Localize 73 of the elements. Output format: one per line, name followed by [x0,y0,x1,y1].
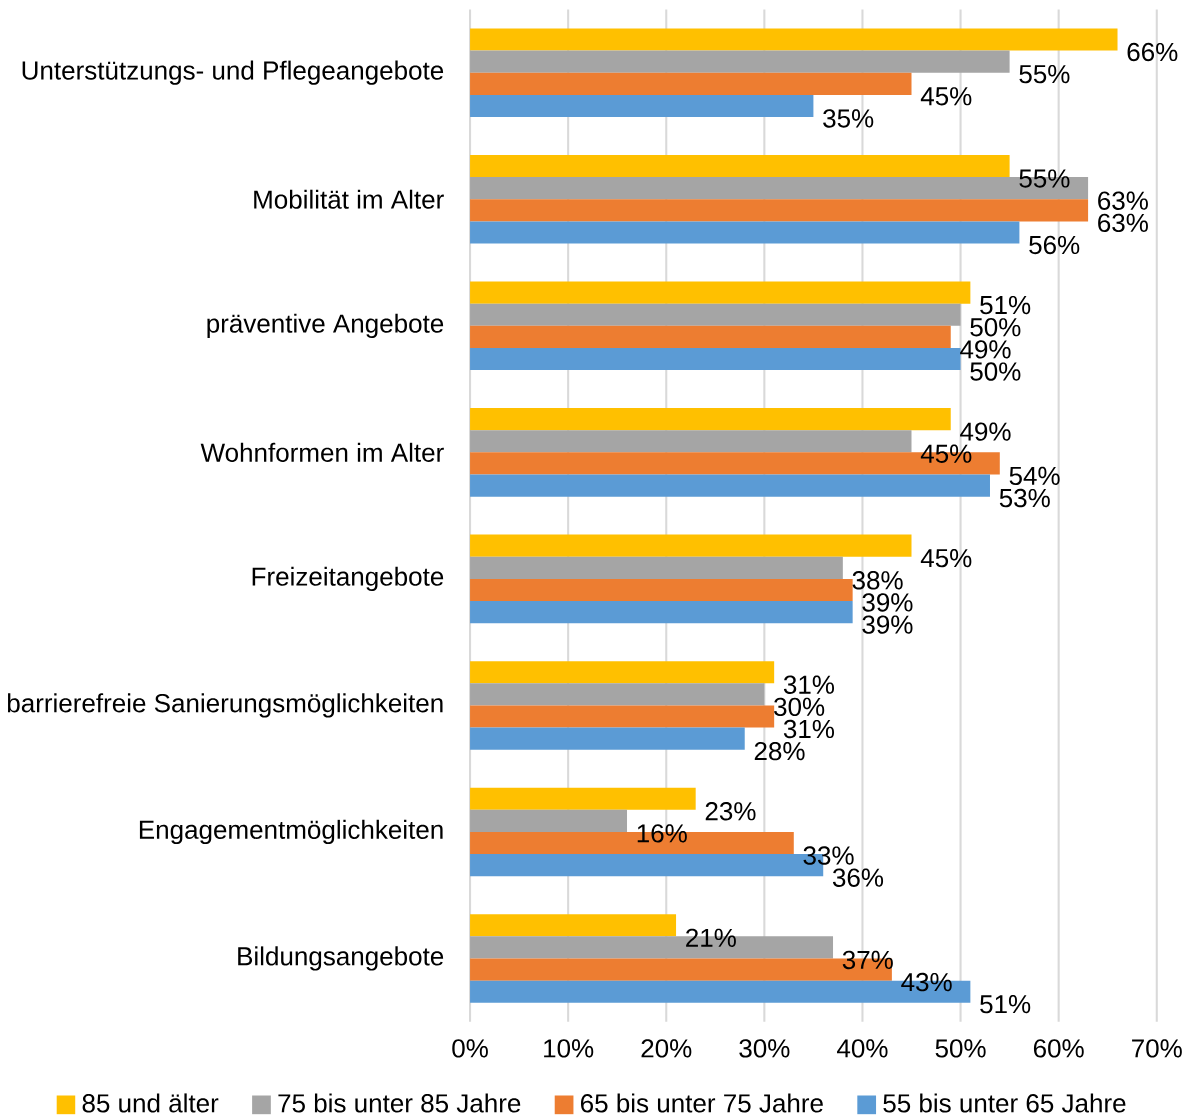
data-label: 33% [803,846,854,865]
bar [470,914,677,937]
y-tick-label: Bildungsangebote [238,946,444,971]
data-label: 55% [1019,169,1070,188]
x-tick-label: 60% [1033,1039,1084,1058]
data-label: 23% [705,802,756,821]
x-tick-label: 10% [544,1039,594,1058]
data-label: 31% [783,675,835,695]
bar [470,50,1010,73]
y-tick-label: barrierefreie Sanierungsmöglichkeiten [7,693,443,718]
bar [470,221,1020,244]
bar [470,281,971,304]
data-label: 35% [823,109,874,128]
y-tick-label: präventive Angebote [207,313,444,339]
data-label: 45% [920,87,972,106]
y-tick-label: Mobilität im Alter [254,189,444,209]
y-tick-label: Unterstützungs- und Pflegeangebote [22,60,444,85]
bar [470,727,745,750]
bar [470,155,1010,178]
data-label: 49% [960,422,1011,441]
data-label: 38% [852,571,903,590]
data-label: 50% [970,362,1021,381]
data-label: 51% [980,995,1031,1014]
bar [470,199,1089,222]
bar [470,72,912,96]
bar [470,303,961,326]
bar [470,809,628,833]
bar [470,683,765,706]
bar [470,28,1118,51]
bar [470,430,912,453]
data-label: 21% [686,928,736,948]
data-label: 28% [754,742,805,761]
y-tick-label: Freizeitangebote [252,566,444,592]
bar [470,705,775,728]
legend-label: 55 bis unter 65 Jahre [883,1093,1126,1113]
bar [470,601,853,624]
data-label: 55% [1019,65,1070,84]
bar [470,579,853,602]
x-tick-label: 50% [935,1039,986,1058]
data-label: 63% [1098,213,1148,233]
data-label: 36% [832,868,884,888]
x-tick-label: 0% [452,1039,488,1058]
bar [470,348,961,371]
data-label: 30% [774,697,825,717]
legend-label: 85 und älter [82,1093,219,1113]
bar [470,787,696,810]
data-label: 53% [999,489,1050,508]
data-label: 51% [980,296,1031,315]
data-label: 66% [1127,42,1178,62]
bar [470,556,843,580]
data-label: 31% [783,719,835,739]
data-label: 45% [920,549,972,568]
legend-label: 75 bis unter 85 Jahre [278,1093,521,1113]
data-label: 39% [862,593,913,612]
data-label: 56% [1029,235,1080,255]
bar [470,95,814,118]
data-label: 49% [960,340,1011,359]
x-tick-label: 20% [641,1039,692,1058]
bar [470,474,990,497]
data-label: 54% [1009,466,1060,486]
y-tick-label: Wohnformen im Alter [200,442,444,463]
x-tick-label: 30% [739,1039,790,1058]
data-label: 39% [862,615,913,634]
data-label: 63% [1098,191,1148,211]
data-label: 50% [970,318,1021,337]
bar [470,408,951,431]
y-tick-label: Engagementmöglichkeiten [139,819,443,845]
bar [470,534,912,557]
x-tick-label: 70% [1132,1039,1182,1058]
legend-label: 65 bis unter 75 Jahre [580,1093,823,1113]
bar [470,325,951,349]
bar [470,661,775,684]
x-tick-label: 40% [837,1039,888,1058]
